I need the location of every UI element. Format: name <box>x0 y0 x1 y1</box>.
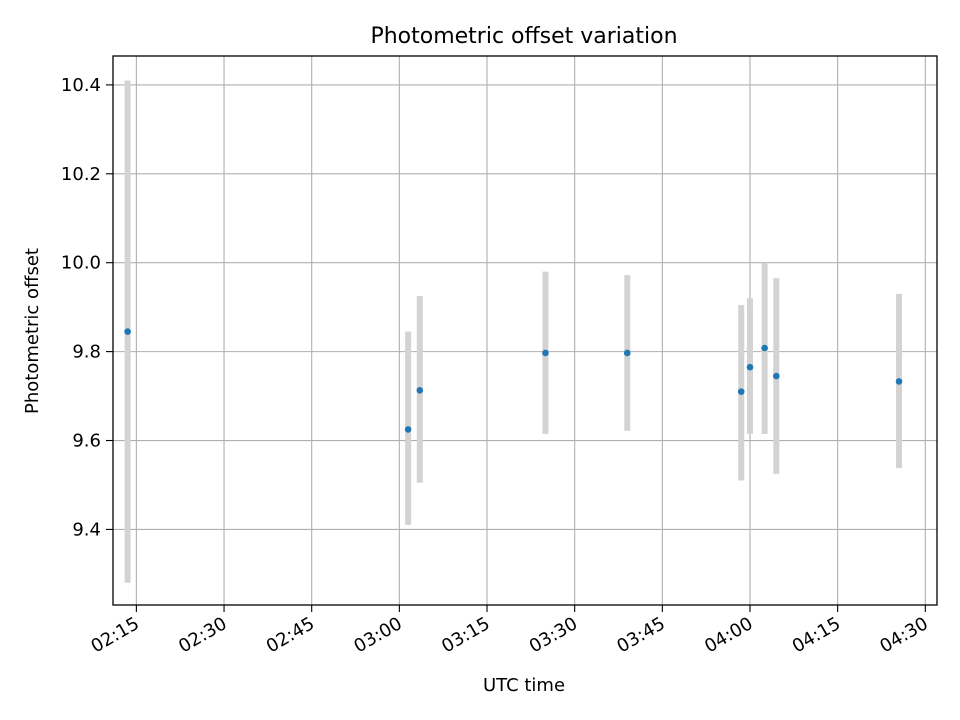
y-tick-label: 9.8 <box>72 342 101 363</box>
x-tick-label: 02:15 <box>87 613 142 657</box>
data-point <box>761 344 768 352</box>
y-axis-label: Photometric offset <box>22 248 43 414</box>
x-tick-label: 04:00 <box>701 613 756 657</box>
data-point <box>124 328 131 335</box>
data-point <box>737 388 745 395</box>
y-tick-label: 10.4 <box>61 75 101 96</box>
x-tick-label: 02:30 <box>175 613 230 657</box>
data-point <box>746 363 754 371</box>
x-tick-label: 04:30 <box>876 613 931 657</box>
y-tick-label: 10.0 <box>61 253 101 274</box>
x-tick-label: 03:00 <box>350 613 405 657</box>
x-tick-label: 03:30 <box>526 613 581 657</box>
data-point <box>416 386 424 394</box>
x-tick-label: 03:15 <box>438 613 493 657</box>
y-axis-ticks: 9.4 9.6 9.8 10.0 10.2 10.4 <box>61 75 113 540</box>
data-point <box>404 426 412 433</box>
chart-title: Photometric offset variation <box>370 24 677 49</box>
grid <box>113 56 937 605</box>
data-point <box>623 349 631 357</box>
x-axis-ticks: 02:15 02:30 02:45 03:00 03:15 03:30 03:45 04:00… <box>87 605 932 657</box>
data-point <box>542 349 549 357</box>
x-axis-label: UTC time <box>483 675 565 696</box>
x-tick-label: 03:45 <box>613 613 668 657</box>
data-points <box>124 328 903 433</box>
data-point <box>772 372 780 380</box>
x-tick-label: 02:45 <box>263 613 318 657</box>
y-tick-label: 9.6 <box>72 431 101 452</box>
y-tick-label: 10.2 <box>61 164 101 185</box>
error-bars <box>124 80 903 583</box>
data-point <box>895 378 903 385</box>
plot-frame <box>112 55 938 606</box>
x-tick-label: 04:15 <box>789 613 844 657</box>
y-tick-label: 9.4 <box>72 519 101 540</box>
